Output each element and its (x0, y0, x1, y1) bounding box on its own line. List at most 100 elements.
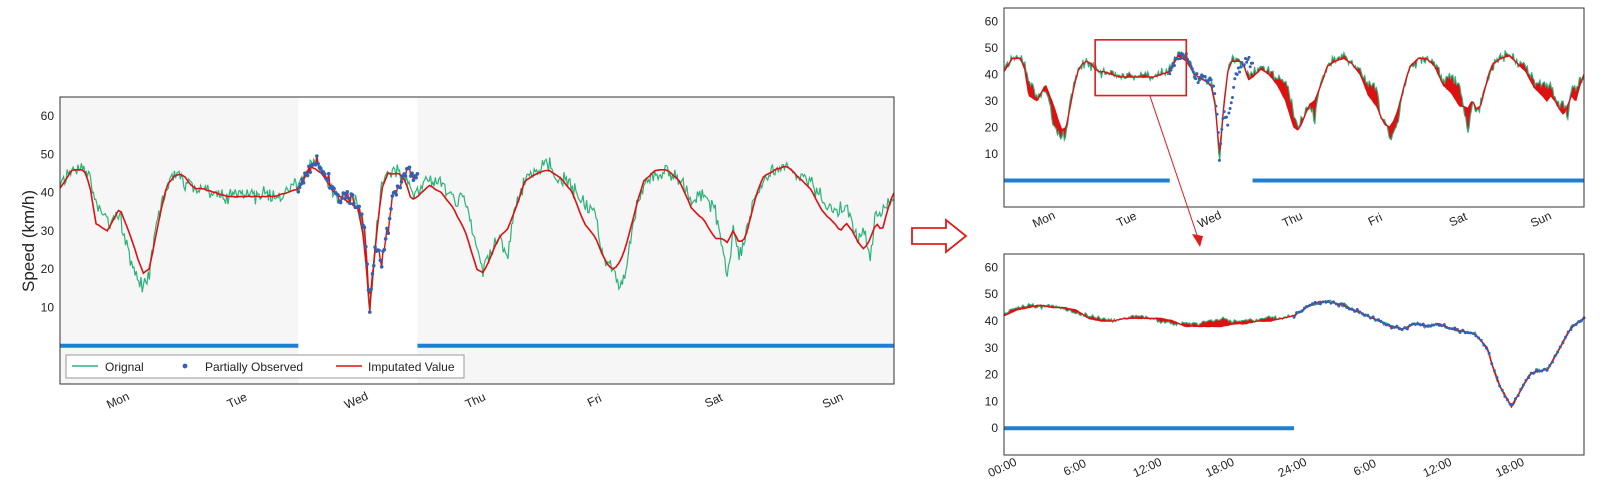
bottom-right-observed-point (1490, 362, 1494, 366)
bottom-right-observed-point (1511, 402, 1515, 406)
top-right-observed-point (1236, 66, 1240, 70)
bottom-right-observed-point (1495, 376, 1499, 380)
bottom-right-observed-point (1297, 310, 1301, 314)
main-xtick-label: Sun (820, 390, 845, 412)
bottom-right-observed-point (1366, 313, 1370, 317)
bottom-right-observed-point (1376, 318, 1380, 322)
bottom-right-observed-point (1450, 327, 1454, 331)
legend-original-label: Orignal (105, 360, 144, 374)
main-observed-point (357, 204, 361, 209)
bottom-right-observed-point (1482, 343, 1486, 347)
top-right-observed-point (1245, 60, 1249, 64)
bottom-right-observed-point (1419, 323, 1423, 327)
bottom-right-observed-point (1318, 302, 1322, 306)
main-observed-point (387, 216, 392, 221)
bottom-right-observed-point (1540, 369, 1544, 373)
bottom-right-observed-point (1347, 307, 1351, 311)
bottom-right-xtick-label: 6:00 (1061, 456, 1088, 479)
bottom-right-difference-area (1004, 303, 1294, 327)
top-right-series-lines (1003, 50, 1585, 162)
bottom-right-ytick-label: 50 (985, 287, 999, 301)
zoom-box (1094, 39, 1188, 97)
main-observed-point (364, 244, 368, 249)
bottom-right-observed-point (1579, 319, 1583, 323)
top-right-xtick-label: Tue (1114, 209, 1139, 230)
main-observed-point (398, 185, 403, 190)
bottom-right-observed-point (1574, 323, 1578, 327)
top-right-xtick-label: Wed (1195, 208, 1223, 231)
main-ytick-label: 60 (41, 109, 55, 123)
top-right-observed-point (1203, 75, 1207, 79)
bottom-right-observed-point (1442, 323, 1446, 327)
top-right-observed-point (1178, 57, 1182, 61)
top-right-plot-frame (1003, 7, 1585, 208)
main-shaded-regions (60, 97, 894, 384)
bottom-right-chart: 0 10 20 30 40 50 60 00:00 6:00 12:00 18:00 24:00 6:… (985, 253, 1586, 481)
main-observed-point (403, 174, 408, 178)
main-observed-point (377, 248, 381, 253)
bottom-right-observed-point (1332, 300, 1336, 304)
bottom-right-observed-point (1577, 320, 1581, 324)
bottom-right-observed-point (1382, 321, 1386, 325)
top-right-observed-point (1176, 57, 1180, 61)
bottom-right-observed-point (1334, 302, 1338, 306)
bottom-right-observed-point (1429, 324, 1433, 328)
main-y-ticks: 10 20 30 40 50 60 (41, 109, 55, 314)
main-observed-point (373, 245, 377, 250)
top-right-observed-point (1225, 115, 1229, 119)
bottom-right-observed-point (1492, 369, 1496, 373)
main-observed-point (305, 173, 310, 178)
bottom-right-observed-point (1566, 330, 1570, 334)
bottom-right-observed-point (1353, 309, 1357, 313)
bottom-right-observed-point (1500, 388, 1504, 392)
top-right-observed-point (1207, 78, 1211, 82)
bottom-right-observed-point (1416, 322, 1420, 326)
top-right-x-ticks: Mon Tue Wed Thu Fri Sat Sun (1030, 208, 1553, 231)
bottom-right-observed-point (1571, 323, 1575, 327)
main-observed-point (414, 175, 418, 180)
bottom-right-ytick-label: 40 (985, 314, 999, 328)
main-observed-point (415, 171, 420, 176)
main-observed-point (370, 272, 375, 276)
bottom-right-xtick-label: 12:00 (1421, 455, 1454, 481)
bottom-right-observed-point (1524, 378, 1528, 382)
main-observed-point (308, 170, 313, 174)
bottom-right-observed-point (1445, 326, 1449, 330)
main-observed-point (348, 201, 352, 206)
bottom-right-observed-point (1295, 311, 1299, 315)
zoom-arrowhead-icon (1192, 234, 1203, 247)
bottom-right-xtick-label: 18:00 (1203, 455, 1236, 481)
top-right-observed-point (1248, 65, 1252, 69)
main-observed-point (411, 178, 416, 183)
main-observed-point (385, 226, 389, 231)
bottom-right-plot-background (1004, 254, 1584, 455)
main-observed-point (352, 201, 356, 206)
top-right-observed-point (1239, 65, 1243, 69)
main-observed-point (399, 180, 404, 184)
bottom-right-observed-point (1487, 351, 1491, 355)
main-observed-point (367, 310, 372, 314)
bottom-right-observed-point (1508, 402, 1512, 406)
bottom-right-observed-point (1350, 307, 1354, 311)
main-xtick-label: Tue (225, 390, 250, 411)
bottom-right-observed-point (1305, 304, 1309, 308)
bottom-right-observed-point (1550, 360, 1554, 364)
bottom-right-observed-point (1513, 397, 1517, 401)
main-observed-point (326, 171, 331, 176)
top-right-observed-point (1247, 55, 1251, 59)
bottom-right-observed-point (1542, 367, 1546, 371)
main-observed-point (378, 258, 383, 263)
main-series-lines (59, 154, 895, 314)
main-ytick-label: 20 (41, 262, 55, 276)
legend: Orignal Partially Observed Imputated Val… (65, 354, 465, 379)
bottom-right-observed-point (1355, 308, 1359, 312)
top-right-xtick-label: Mon (1030, 208, 1057, 231)
bottom-right-xtick-label: 24:00 (1276, 455, 1309, 481)
main-observed-point (338, 200, 343, 205)
bottom-right-observed-point (1413, 322, 1417, 326)
bottom-right-series-lines (1003, 299, 1586, 409)
bottom-right-observed-point (1537, 369, 1541, 373)
top-right-observed-point (1233, 77, 1237, 81)
main-observed-point (386, 231, 391, 235)
main-observed-point (318, 166, 323, 171)
